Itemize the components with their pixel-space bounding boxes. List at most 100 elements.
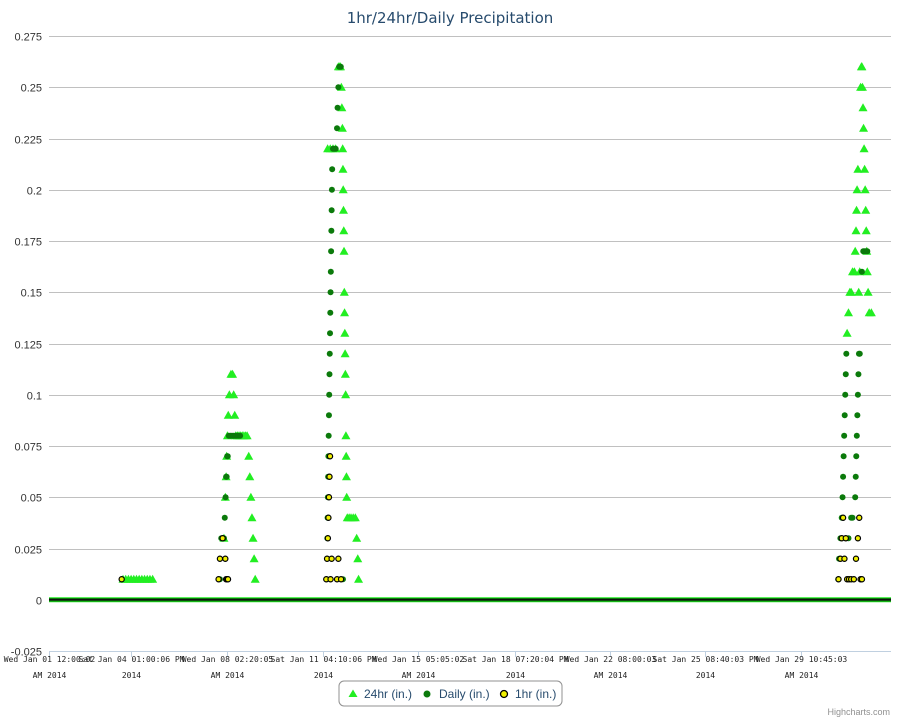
data-point-24hr [245,472,255,481]
x-tick-label-year: 2014 [314,671,333,680]
data-point-daily [858,268,865,275]
y-tick-label: 0.1 [27,391,42,403]
y-axis-labels: -0.025 0 0.025 0.05 0.075 0.1 0.125 0.15 0.175 0.… [11,32,42,659]
data-point-24hr [859,123,869,132]
y-tick-label: 0.05 [21,493,42,505]
y-tick-label: -0.025 [11,647,42,659]
data-point-1hr [842,535,849,542]
data-point-24hr [230,410,240,419]
data-point-24hr [861,205,871,214]
data-point-daily [237,432,244,439]
data-point-24hr [341,390,351,399]
data-point-24hr [338,164,348,173]
data-point-24hr [858,103,868,112]
data-point-24hr [340,349,350,358]
series-ring [118,453,866,583]
data-point-24hr [228,369,238,378]
data-point-daily [221,514,228,521]
data-point-24hr [148,574,158,583]
data-point-1hr [835,576,842,583]
data-point-1hr [215,576,222,583]
data-point-daily [842,371,849,378]
y-tick-label: 0.25 [21,83,42,95]
x-tick-label-year: 2014 [506,671,525,680]
data-point-daily [334,104,341,111]
data-point-24hr [854,287,864,296]
series-circle [216,63,871,583]
data-point-24hr [242,431,252,440]
x-tick-label-year: AM 2014 [402,671,436,680]
data-point-24hr [859,144,869,153]
data-point-daily [328,248,335,255]
data-point-24hr [853,164,863,173]
data-point-24hr [246,492,256,501]
data-point-24hr [842,328,852,337]
data-point-1hr [337,576,345,583]
credits-link[interactable]: Highcharts.com [827,707,890,717]
data-point-24hr [249,554,259,563]
data-point-24hr [340,369,350,378]
data-point-daily [223,473,230,480]
data-point-daily [335,84,342,91]
data-point-24hr [340,308,350,317]
data-point-24hr [338,205,348,214]
data-point-daily [328,227,335,234]
data-point-24hr [338,144,348,153]
data-point-24hr [338,185,348,194]
x-tick-label: Wed Jan 29 10:45:03 [756,655,848,664]
data-point-daily [327,289,334,296]
data-point-24hr [857,82,867,91]
data-point-1hr [222,555,229,562]
legend-item-daily[interactable]: Daily (in.) [423,687,490,701]
data-point-daily [841,412,848,419]
data-point-24hr [350,513,360,522]
data-point-daily [840,453,847,460]
data-point-24hr [862,267,872,276]
data-point-24hr [843,308,853,317]
data-point-24hr [861,226,871,235]
data-point-24hr [342,492,352,501]
data-point-1hr [324,535,332,542]
x-tick-label: Wed Jan 15 05:05:02 [373,655,465,664]
data-point-daily [839,494,846,501]
legend-item-24hr[interactable]: 24hr (in.) [348,687,413,701]
y-tick-label: 0.075 [14,442,42,454]
data-point-1hr [219,535,226,542]
data-point-24hr [337,123,347,132]
data-point-daily [328,207,335,214]
data-point-daily [224,453,231,460]
y-tick-label: 0.275 [14,32,42,44]
data-point-1hr [327,576,334,583]
data-point-1hr [856,514,863,521]
data-point-1hr [841,555,848,562]
data-point-daily [855,371,862,378]
data-point-1hr [854,535,862,542]
data-point-24hr [352,533,362,542]
data-point-1hr [325,494,333,501]
data-point-daily [856,350,863,357]
data-point-24hr [857,62,867,71]
data-point-daily [222,494,229,501]
y-tick-label: 0.175 [14,237,42,249]
data-point-daily [852,473,859,480]
data-point-1hr [216,555,224,562]
data-point-24hr [244,451,254,460]
data-point-24hr [339,287,349,296]
legend: 24hr (in.) Daily (in.) 1hr (in.) [338,680,563,707]
data-point-24hr [852,185,862,194]
legend-item-1hr[interactable]: 1hr (in.) [499,687,557,701]
data-point-daily [327,309,334,316]
x-tick-label-year: AM 2014 [785,671,819,680]
data-point-24hr [863,287,873,296]
data-point-daily [327,268,334,275]
data-point-24hr [850,246,860,255]
x-tick-label: Sat Jan 11 04:10:06 PM [271,655,377,664]
y-tick-label: 0.025 [14,545,42,557]
data-point-24hr [866,308,876,317]
chart-title: 1hr/24hr/Daily Precipitation [347,9,554,27]
data-point-24hr [248,533,258,542]
data-point-daily [843,350,850,357]
data-point-daily [329,166,336,173]
data-point-1hr [850,576,858,583]
